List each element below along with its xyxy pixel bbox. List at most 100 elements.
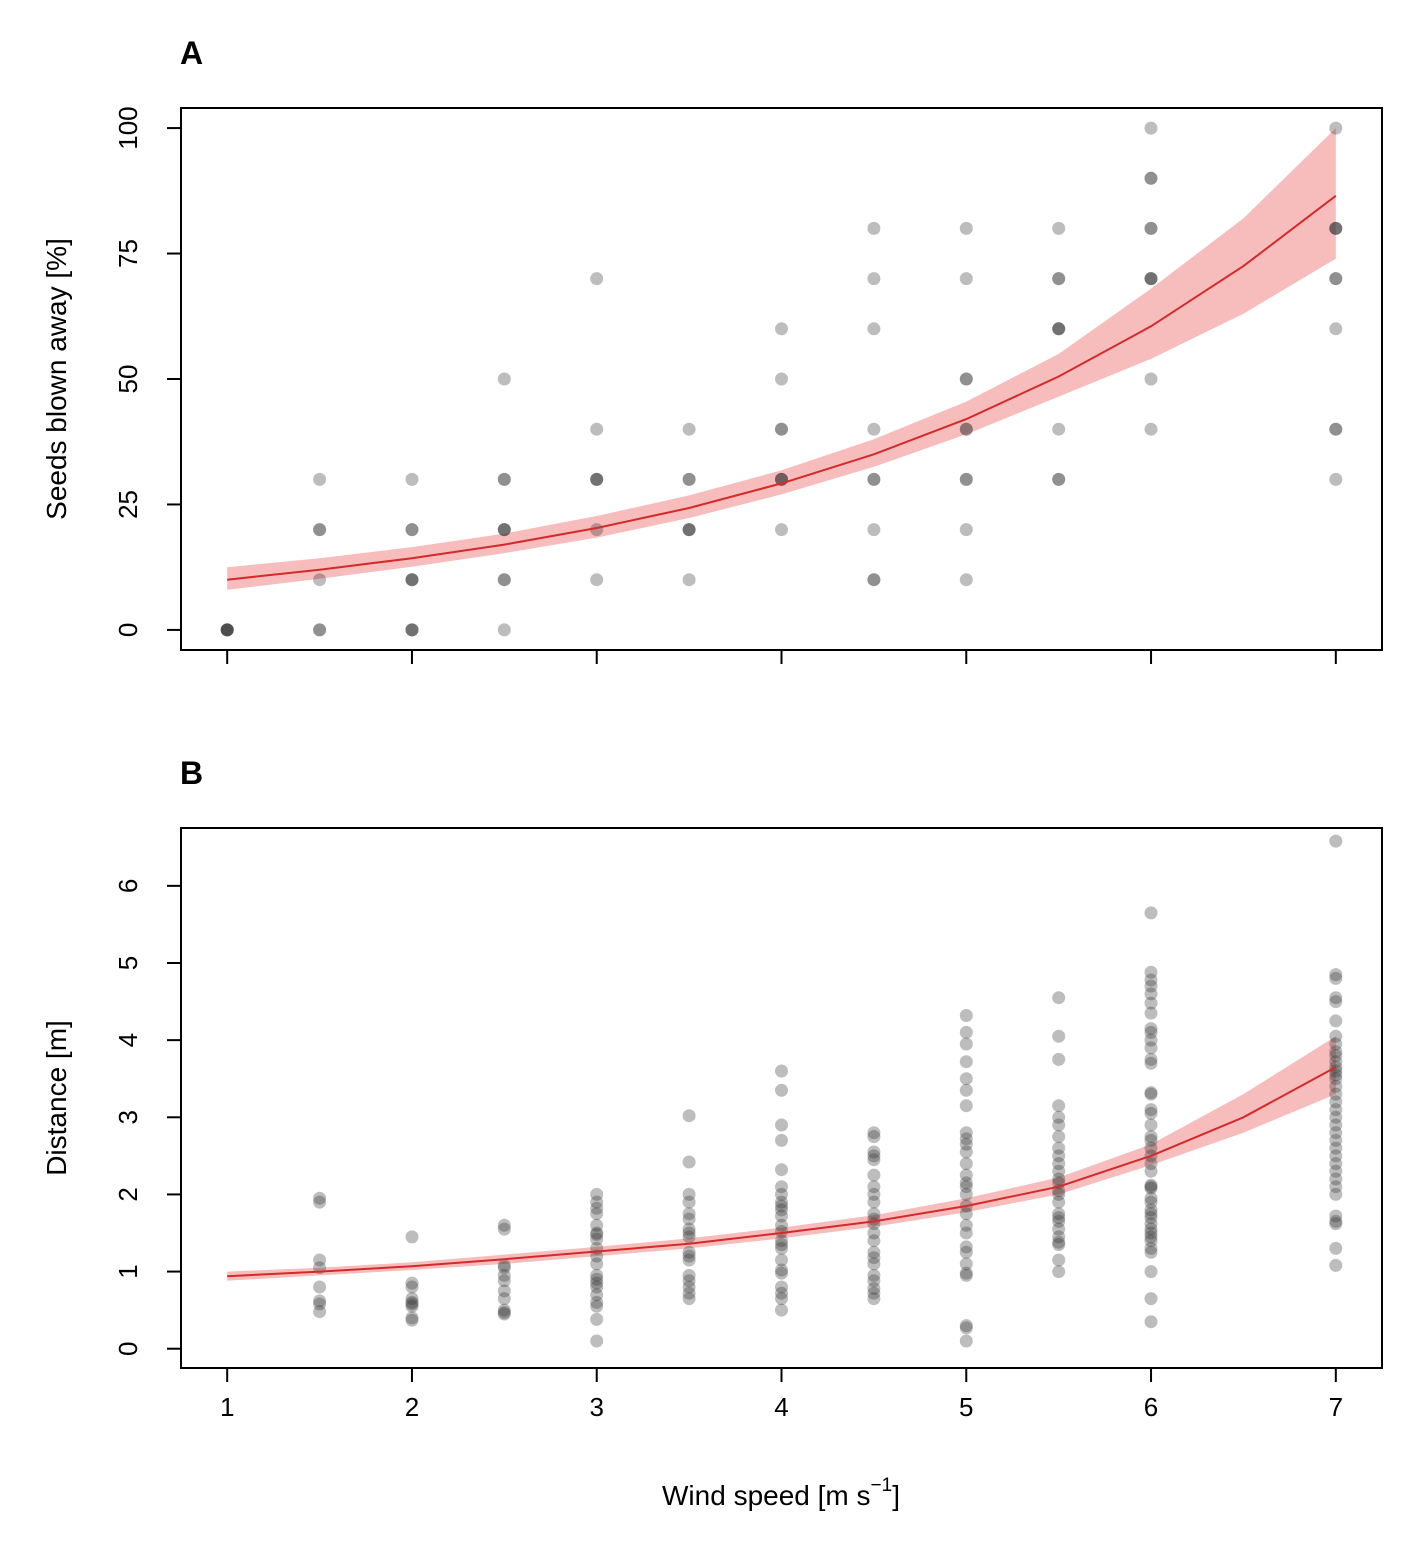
data-point <box>1144 1203 1158 1217</box>
y-tick-label: 75 <box>113 239 143 268</box>
data-point <box>405 523 419 537</box>
data-point <box>1144 973 1158 987</box>
data-point <box>590 1249 604 1263</box>
data-point <box>775 1238 788 1252</box>
data-point <box>405 573 419 587</box>
data-point <box>775 1286 788 1300</box>
data-point <box>775 1118 788 1132</box>
data-point <box>1144 1178 1158 1192</box>
data-point <box>1052 1211 1066 1225</box>
data-point <box>959 1218 973 1232</box>
data-point <box>1144 1041 1158 1055</box>
data-point <box>1144 171 1158 185</box>
data-point <box>590 1232 604 1246</box>
data-point <box>1144 1181 1158 1195</box>
data-point <box>775 1303 788 1317</box>
data-point <box>1144 1292 1158 1306</box>
data-point <box>959 573 973 587</box>
data-point <box>1052 1172 1066 1186</box>
panel-b-letter: B <box>180 755 203 791</box>
data-point <box>405 1292 419 1306</box>
data-point <box>1144 1230 1158 1244</box>
data-point <box>590 1257 604 1271</box>
data-point <box>867 472 881 486</box>
data-point <box>867 1153 881 1167</box>
data-point <box>1329 1049 1343 1063</box>
data-point <box>1329 1029 1343 1043</box>
data-point <box>959 372 973 386</box>
data-point <box>1052 1149 1066 1163</box>
data-point <box>867 1149 881 1163</box>
data-point <box>1052 1214 1066 1228</box>
data-point <box>1329 1209 1343 1223</box>
y-tick-label: 6 <box>113 879 143 893</box>
data-point <box>867 1207 881 1221</box>
data-point <box>959 1321 973 1335</box>
data-point <box>1329 1180 1343 1194</box>
x-axis-label-main: Wind speed [m s <box>662 1480 871 1511</box>
data-point <box>867 1257 881 1271</box>
data-point <box>775 1266 788 1280</box>
data-point <box>1052 272 1066 286</box>
data-point <box>1144 906 1158 920</box>
b-axes: 1 2 3 4 5 6 7 0 1 2 3 4 5 6 <box>113 879 1343 1422</box>
data-point <box>497 1307 511 1321</box>
data-point <box>1329 1055 1343 1069</box>
data-point <box>1144 996 1158 1010</box>
data-point <box>1144 1195 1158 1209</box>
data-point <box>775 1203 788 1217</box>
data-point <box>682 1207 696 1221</box>
y-tick-label: 50 <box>113 365 143 394</box>
data-point <box>497 523 511 537</box>
data-point <box>497 573 511 587</box>
data-point <box>867 422 881 436</box>
data-point <box>313 623 327 637</box>
data-point <box>497 1306 511 1319</box>
data-point <box>1329 1187 1343 1201</box>
data-point <box>1329 221 1343 235</box>
data-point <box>497 1284 511 1298</box>
data-point <box>405 1280 419 1294</box>
data-point <box>775 523 788 537</box>
data-point <box>1144 1211 1158 1225</box>
data-point <box>959 1099 973 1113</box>
data-point <box>1144 1141 1158 1155</box>
data-point <box>1329 1079 1343 1093</box>
data-point <box>775 1133 788 1147</box>
data-point <box>1144 1222 1158 1236</box>
data-point <box>867 1180 881 1194</box>
data-point <box>1052 322 1066 336</box>
data-point <box>220 623 234 637</box>
data-point <box>1144 1022 1158 1036</box>
data-point <box>1144 1234 1158 1248</box>
data-point <box>497 1274 511 1288</box>
x-tick-label: 1 <box>220 1392 234 1422</box>
data-point <box>1144 1086 1158 1100</box>
data-point <box>590 1280 604 1294</box>
data-point <box>590 1195 604 1209</box>
data-point <box>1144 221 1158 235</box>
data-point <box>1052 1187 1066 1201</box>
data-point <box>682 523 696 537</box>
data-point <box>1329 995 1343 1009</box>
data-point <box>867 1126 881 1140</box>
y-tick-label: 0 <box>113 623 143 637</box>
data-point <box>682 1274 696 1288</box>
data-point <box>497 1303 511 1317</box>
data-point <box>1329 322 1343 336</box>
data-point <box>867 573 881 587</box>
data-point <box>1144 1006 1158 1020</box>
data-point <box>590 1312 604 1326</box>
x-axis-label-end: ] <box>892 1480 900 1511</box>
a-ci-band-area <box>227 128 1336 590</box>
data-point <box>1144 272 1158 286</box>
data-point <box>590 1218 604 1232</box>
data-point <box>1329 1164 1343 1178</box>
data-point <box>1144 1052 1158 1066</box>
data-point <box>1329 1118 1343 1132</box>
data-point <box>775 1187 788 1201</box>
data-point <box>959 1145 973 1159</box>
data-point <box>959 1176 973 1190</box>
data-point <box>497 1292 511 1306</box>
